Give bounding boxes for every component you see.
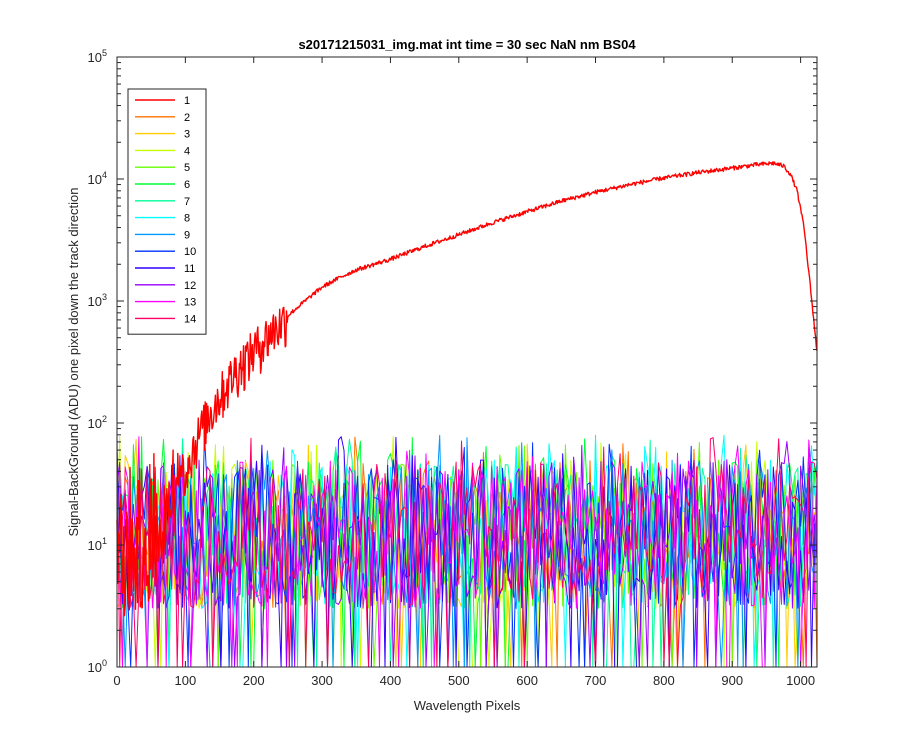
- y-tick-label: 100: [88, 658, 107, 675]
- y-tick-label: 105: [88, 48, 107, 65]
- axes-frame: [116, 56, 818, 668]
- legend-label: 7: [184, 196, 190, 208]
- legend-label: 3: [184, 129, 190, 141]
- legend-label: 14: [184, 313, 196, 325]
- legend-label: 9: [184, 229, 190, 241]
- x-axis-label: Wavelength Pixels: [414, 698, 521, 713]
- legend-box: [127, 88, 207, 335]
- legend-label: 8: [184, 213, 190, 225]
- legend-label: 10: [184, 246, 196, 258]
- legend-label: 5: [184, 162, 190, 174]
- legend-label: 2: [184, 112, 190, 124]
- legend-label: 1: [184, 95, 190, 107]
- legend-label: 13: [184, 297, 196, 309]
- y-tick-label: 103: [88, 292, 107, 309]
- series-layer: [116, 161, 818, 668]
- x-tick-label: 300: [311, 673, 333, 688]
- legend-label: 4: [184, 145, 190, 157]
- series-line-1: [116, 161, 818, 617]
- x-tick-label: 700: [585, 673, 607, 688]
- x-tick-label: 900: [721, 673, 743, 688]
- x-tick-label: 500: [448, 673, 470, 688]
- x-tick-label: 200: [243, 673, 265, 688]
- legend-label: 6: [184, 179, 190, 191]
- y-axis-label: Signal-BackGround (ADU) one pixel down t…: [66, 187, 81, 536]
- legend-label: 12: [184, 280, 196, 292]
- x-tick-label: 400: [380, 673, 402, 688]
- legend-label: 11: [184, 263, 195, 275]
- x-tick-label: 0: [113, 673, 120, 688]
- x-tick-label: 800: [653, 673, 675, 688]
- y-tick-label: 101: [88, 536, 107, 553]
- x-tick-label: 100: [175, 673, 197, 688]
- x-tick-label: 600: [516, 673, 538, 688]
- x-axis: 0 100 200 300 400 500 600 700 800 900 1000: [113, 57, 815, 688]
- y-tick-label: 104: [88, 170, 107, 187]
- y-tick-label: 102: [88, 414, 107, 431]
- x-tick-label: 1000: [786, 673, 815, 688]
- chart-title: s20171215031_img.mat int time = 30 sec N…: [298, 37, 636, 52]
- series-line-14: [116, 435, 818, 668]
- series-line-12: [116, 441, 818, 668]
